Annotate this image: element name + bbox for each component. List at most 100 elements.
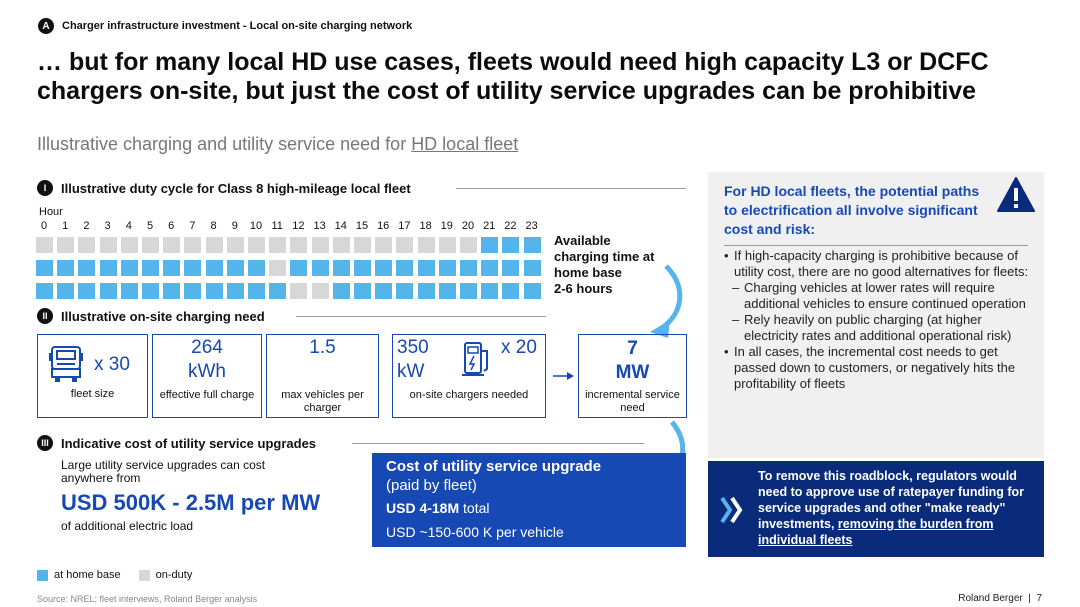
service-need-value: 7 xyxy=(627,338,638,359)
on-duty-cell xyxy=(290,237,308,253)
section-divider xyxy=(456,188,686,189)
hour-tick-label: 21 xyxy=(483,220,496,232)
on-duty-cell xyxy=(332,237,350,253)
home-base-cell xyxy=(481,237,499,253)
upgrade-cost-per-vehicle: USD ~150-600 K per vehicle xyxy=(386,524,564,540)
home-base-cell xyxy=(417,283,435,299)
insight-bullet: If high-capacity charging is prohibitive… xyxy=(724,248,1034,280)
insight-bullets: If high-capacity charging is prohibitive… xyxy=(724,248,1034,392)
hour-tick-label: 13 xyxy=(313,220,326,232)
legend-swatch-duty xyxy=(138,569,150,581)
curved-arrow-icon xyxy=(650,264,683,338)
home-base-cell xyxy=(396,283,414,299)
home-base-cell xyxy=(481,283,499,299)
effective-charge-box: 264 kWh effective full charge xyxy=(152,334,262,418)
fleet-size-label: fleet size xyxy=(70,388,115,400)
on-duty-cell xyxy=(163,237,181,253)
on-duty-cell xyxy=(184,237,202,253)
hour-tick-label: 12 xyxy=(292,220,305,232)
recommendation-callout: To remove this roadblock, regulators wou… xyxy=(708,461,1044,557)
home-base-cell xyxy=(248,283,265,299)
home-base-cell xyxy=(460,260,477,276)
charging-need-heading: II Illustrative on-site charging need xyxy=(37,307,265,325)
hour-tick-label: 14 xyxy=(334,220,347,232)
page-title: … but for many local HD use cases, fleet… xyxy=(37,48,989,105)
home-base-cell xyxy=(78,260,96,276)
arrow-right-icon xyxy=(553,372,574,380)
hour-tick-label: 4 xyxy=(125,220,132,232)
brand-footer: Roland Berger | 7 xyxy=(958,593,1042,604)
charger-count-multiplier: x 20 xyxy=(501,337,537,358)
home-base-cell xyxy=(163,283,181,299)
chargers-needed-box: 350 kW x 20 on-site chargers needed xyxy=(392,334,546,418)
hour-tick-label: 10 xyxy=(249,220,263,232)
vehicles-per-charger-value: 1.5 xyxy=(309,337,336,358)
on-duty-cell xyxy=(375,237,393,253)
home-base-cell xyxy=(502,283,520,299)
chargers-needed-label: on-site chargers needed xyxy=(409,389,529,401)
page-number: 7 xyxy=(1036,593,1042,604)
effective-charge-unit: kWh xyxy=(188,361,226,382)
utility-cost-heading: III Indicative cost of utility service u… xyxy=(37,434,316,452)
home-base-cell xyxy=(78,283,96,299)
fleet-size-multiplier: x 30 xyxy=(94,354,130,375)
charger-power-value: 350 xyxy=(397,337,429,358)
hour-tick-label: 11 xyxy=(271,220,283,232)
on-duty-cell xyxy=(36,237,53,253)
numeral-badge-2: II xyxy=(37,308,53,324)
home-base-cell xyxy=(460,283,477,299)
home-base-cell xyxy=(438,260,456,276)
hour-axis: 0 1 2 3 4 5 6 7 8 9 10 11 12 13 14 15 16 17 18 19 20 21 22 23 xyxy=(36,220,548,234)
on-duty-cell xyxy=(290,283,308,299)
home-base-cell xyxy=(502,237,520,253)
home-base-cell xyxy=(142,283,159,299)
hour-tick-label: 15 xyxy=(355,220,369,232)
effective-charge-value: 264 xyxy=(191,337,223,358)
on-duty-cell xyxy=(460,237,477,253)
on-duty-cell xyxy=(269,260,287,276)
home-base-cell xyxy=(523,237,541,253)
home-base-cell xyxy=(99,260,117,276)
hour-tick-label: 16 xyxy=(377,220,390,232)
service-need-box: 7 MW incremental service need xyxy=(578,334,687,418)
available-charging-value: 2-6 hours xyxy=(554,281,613,296)
recommendation-link[interactable]: removing the burden from individual flee… xyxy=(758,517,994,547)
on-duty-cell xyxy=(226,237,244,253)
double-chevron-icon xyxy=(720,496,743,524)
hour-tick-label: 0 xyxy=(40,220,48,232)
home-base-cell xyxy=(36,283,53,299)
on-duty-cell xyxy=(120,237,138,253)
legend-duty-label: on-duty xyxy=(155,569,193,581)
recommendation-body: To remove this roadblock, regulators wou… xyxy=(758,469,1025,531)
on-duty-cell xyxy=(311,237,329,253)
section-title: Charger infrastructure investment - Loca… xyxy=(62,20,413,32)
truck-icon xyxy=(49,346,83,382)
legend-home-base: at home base xyxy=(37,569,121,581)
home-base-cell xyxy=(142,260,159,276)
on-duty-cell xyxy=(417,237,435,253)
on-duty-cell xyxy=(354,237,371,253)
duty-cycle-heading: I Illustrative duty cycle for Class 8 hi… xyxy=(37,179,411,197)
subtitle-prefix: Illustrative charging and utility servic… xyxy=(37,134,412,154)
legend-home-label: at home base xyxy=(54,569,121,581)
home-base-cell xyxy=(269,283,287,299)
home-base-cell xyxy=(36,260,53,276)
legend: at home base on-duty xyxy=(37,569,210,581)
utility-cost-title: Indicative cost of utility service upgra… xyxy=(61,435,317,451)
effective-charge-label: effective full charge xyxy=(159,389,255,401)
insight-sub-bullet: Rely heavily on public charging (at high… xyxy=(724,312,1034,344)
subtitle-link[interactable]: HD local fleet xyxy=(411,134,519,154)
ev-charger-icon xyxy=(462,342,488,376)
home-base-cell xyxy=(375,283,393,299)
hour-tick-label: 8 xyxy=(210,220,217,232)
brand-name: Roland Berger xyxy=(958,593,1023,604)
hour-tick-label: 3 xyxy=(104,220,111,232)
home-base-cell xyxy=(57,260,75,276)
home-base-cell xyxy=(248,260,265,276)
numeral-badge-1: I xyxy=(37,180,53,196)
hour-tick-label: 17 xyxy=(398,220,411,232)
home-base-cell xyxy=(354,260,371,276)
home-base-cell xyxy=(332,260,350,276)
on-duty-cell xyxy=(396,237,414,253)
home-base-cell xyxy=(120,260,138,276)
